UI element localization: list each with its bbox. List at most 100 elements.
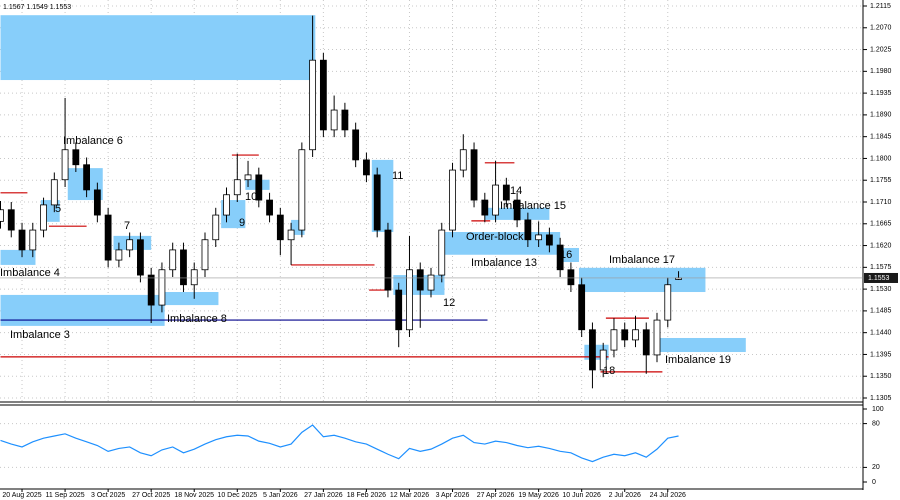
x-tick-label: 20 Aug 2025: [2, 492, 41, 499]
candle-body: [276, 214, 284, 241]
annotation: Imbalance 15: [500, 200, 566, 212]
candle-body: [395, 289, 403, 331]
candle-body: [470, 149, 478, 201]
annotation: Imbalance 8: [167, 313, 227, 325]
y-tick-label: 1.1305: [870, 395, 892, 402]
annotation: 11: [392, 170, 403, 182]
candle-body: [481, 199, 489, 216]
annotation: 9: [239, 217, 245, 229]
imbalance-zone: [578, 267, 706, 293]
x-tick-label: 3 Apr 2026: [436, 492, 470, 499]
x-tick-label: 10 Jun 2026: [562, 492, 601, 499]
x-tick-label: 10 Dec 2025: [217, 492, 257, 499]
x-tick-label: 19 May 2026: [518, 492, 559, 499]
y-tick-label: 1.1350: [870, 373, 892, 380]
candle-body: [115, 249, 123, 261]
candle-body: [459, 149, 467, 171]
y-tick-label: 1.2070: [870, 25, 892, 32]
candle-body: [610, 329, 618, 351]
candle-body: [137, 239, 144, 276]
candle-body: [83, 164, 90, 191]
candle-body: [93, 189, 101, 216]
x-tick-label: 2 Jul 2026: [609, 492, 641, 499]
imbalance-zone: [0, 15, 316, 81]
annotation: 12: [443, 297, 455, 309]
candle-body: [233, 179, 241, 196]
candle-body: [72, 149, 80, 166]
annotation: Imbalance 19: [665, 354, 731, 366]
y-tick-label: 1.1485: [870, 308, 892, 315]
y-tick-label: 1.1665: [870, 221, 892, 228]
x-tick-label: 18 Feb 2026: [347, 492, 386, 499]
candle-body: [535, 234, 543, 241]
candle-body: [427, 274, 435, 291]
x-tick-label: 24 Jul 2026: [650, 492, 686, 499]
candle-body: [492, 184, 499, 216]
y-tick-label: 80: [872, 420, 880, 427]
annotation: Imbalance 3: [10, 329, 70, 341]
annotation: Imbalance 4: [0, 267, 60, 279]
annotation: 18: [603, 365, 615, 377]
indicator-line: [0, 424, 679, 463]
candle-body: [599, 349, 607, 371]
candle-body: [255, 174, 263, 201]
candle-body: [438, 229, 446, 276]
y-tick-label: 0: [872, 479, 876, 486]
annotation: Order-block: [466, 231, 524, 243]
candle-body: [330, 109, 338, 131]
candle-body: [589, 329, 596, 371]
candle-body: [18, 229, 26, 251]
candle-body: [406, 269, 413, 331]
current-price-label: 1.1553: [868, 275, 890, 282]
candle-body: [180, 249, 187, 286]
candle-body: [309, 59, 317, 151]
candle-body: [545, 234, 553, 246]
candle-body: [524, 219, 532, 241]
y-tick-label: 1.1710: [870, 199, 892, 206]
y-tick-label: 1.1845: [870, 134, 892, 141]
candle-body: [126, 239, 134, 251]
candle-body: [513, 199, 521, 221]
imbalance-zone: [164, 292, 219, 306]
annotation: 7: [124, 220, 130, 232]
imbalance-zone: [654, 337, 746, 353]
candle-body: [287, 229, 295, 241]
candle-body: [212, 214, 220, 241]
candle-body: [158, 269, 166, 306]
x-tick-label: 18 Nov 2025: [174, 492, 214, 499]
y-tick-label: 100: [872, 406, 884, 413]
candle-body: [50, 179, 58, 206]
y-tick-label: 1.1395: [870, 351, 892, 358]
candle-body: [298, 149, 306, 231]
candle-body: [363, 159, 370, 176]
annotation: Imbalance 6: [63, 135, 123, 147]
candle-body: [653, 319, 661, 356]
candle-body: [449, 169, 456, 231]
candle-body: [578, 284, 586, 331]
x-tick-label: 27 Oct 2025: [132, 492, 170, 499]
annotation: 10: [245, 191, 257, 203]
y-tick-label: 1.1620: [870, 242, 892, 249]
y-tick-label: 1.1980: [870, 68, 892, 75]
candle-body: [0, 209, 4, 222]
candles: [0, 15, 682, 389]
imbalance-zone: [0, 249, 36, 265]
x-tick-label: 27 Jan 2026: [304, 492, 343, 499]
x-tick-label: 5 Jan 2026: [263, 492, 298, 499]
candle-body: [7, 209, 15, 231]
y-tick-label: 1.1755: [870, 177, 892, 184]
ohlc-header: 1.1567 1.1549 1.1553: [3, 4, 71, 11]
imbalance-zone: [560, 247, 579, 263]
candle-body: [373, 174, 381, 231]
x-tick-label: 3 Oct 2025: [91, 492, 125, 499]
candle-body: [319, 59, 327, 131]
y-tick-label: 1.1935: [870, 90, 892, 97]
candle-body: [201, 239, 209, 271]
imbalance-zone: [0, 294, 165, 326]
y-tick-label: 1.1890: [870, 112, 892, 119]
candle-body: [190, 269, 198, 286]
candle-body: [29, 229, 37, 251]
candle-body: [147, 274, 155, 306]
